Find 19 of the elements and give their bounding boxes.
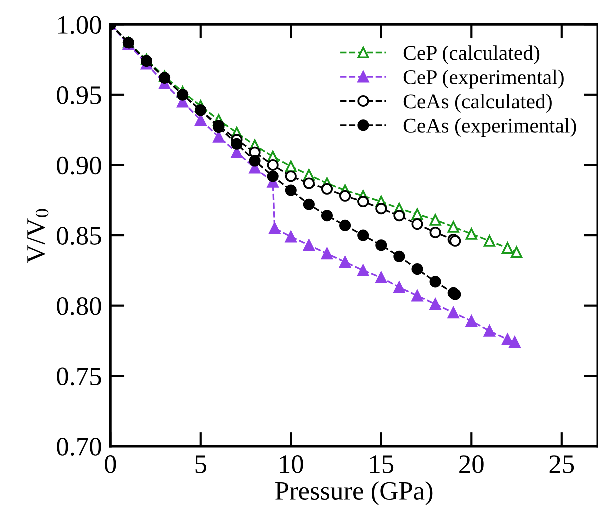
x-tick-label: 10 bbox=[280, 456, 304, 474]
legend-label: CeAs (calculated) bbox=[404, 94, 552, 113]
x-tick-label: 0 bbox=[105, 456, 116, 474]
x-tick-label: 25 bbox=[550, 456, 574, 474]
y-tick-label: 0.70 bbox=[57, 438, 102, 456]
y-axis-title: V/V$_{0}$ bbox=[28, 209, 49, 264]
y-tick-label: 0.80 bbox=[57, 297, 102, 316]
legend-label: CeP (experimental) bbox=[404, 70, 564, 89]
legend-label: CeP (calculated) bbox=[404, 46, 540, 64]
y-tick-label: 0.85 bbox=[57, 227, 102, 246]
y-tick-label: 0.75 bbox=[57, 368, 102, 386]
x-tick-label: 15 bbox=[370, 456, 394, 474]
legend-label: CeAs (experimental) bbox=[404, 118, 576, 138]
x-axis-title: Pressure (GPa) bbox=[276, 481, 433, 506]
y-tick-label: 0.95 bbox=[57, 86, 102, 104]
y-tick-label: 1.00 bbox=[58, 16, 102, 34]
x-tick-label: 5 bbox=[196, 456, 206, 474]
y-tick-label: 0.90 bbox=[57, 156, 102, 175]
x-tick-label: 20 bbox=[460, 456, 484, 474]
